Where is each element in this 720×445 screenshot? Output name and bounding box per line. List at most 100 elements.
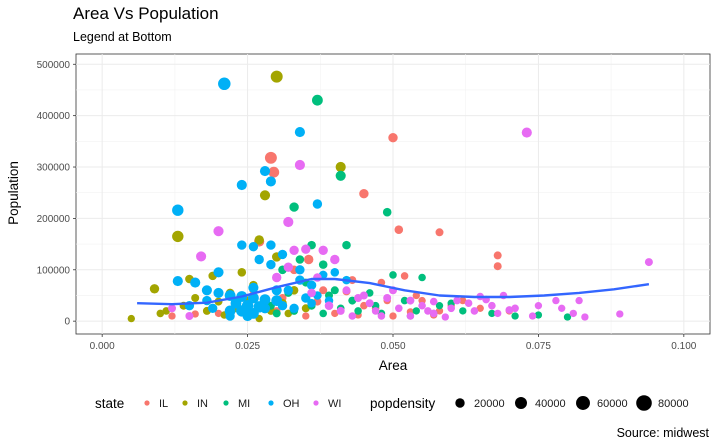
point-oh (190, 277, 201, 288)
legend-label-mi: MI (238, 398, 250, 410)
point-oh (306, 280, 317, 290)
y-axis-title: Population (6, 161, 21, 225)
point-wi (348, 312, 357, 320)
x-tick-label: 0.075 (526, 341, 551, 352)
point-wi (453, 296, 461, 305)
point-mi (435, 302, 444, 310)
y-tick-label: 200000 (37, 214, 71, 225)
point-wi (406, 296, 415, 305)
point-wi (464, 299, 473, 307)
legend-key-il (144, 400, 150, 406)
point-wi (447, 304, 455, 313)
point-wi (488, 301, 496, 310)
point-wi (313, 273, 322, 282)
point-wi (424, 307, 432, 315)
point-oh (266, 259, 276, 270)
y-tick-label: 100000 (37, 265, 71, 276)
point-wi (301, 244, 311, 254)
legend-label-in: IN (197, 398, 208, 410)
point-oh (254, 254, 264, 265)
x-tick-label: 0.000 (90, 341, 115, 352)
point-wi (395, 304, 403, 313)
y-axis-ticks: 0 100000 200000 300000 400000 500000 (37, 60, 76, 328)
point-wi (528, 312, 537, 320)
point-oh (236, 179, 247, 191)
smooth-layer (137, 277, 650, 306)
chart-caption: Source: midwest (616, 426, 709, 440)
x-tick-label: 0.025 (235, 341, 260, 352)
point-wi (336, 306, 345, 315)
point-in (254, 235, 264, 245)
point-oh (277, 249, 288, 260)
point-in (259, 190, 271, 201)
x-axis-title: Area (379, 358, 408, 373)
point-wi (330, 254, 340, 265)
point-oh (265, 176, 276, 187)
point-oh (218, 77, 231, 91)
legend-popdensity-title: popdensity (370, 396, 436, 411)
point-oh (242, 310, 253, 322)
point-mi (389, 271, 397, 279)
point-il (304, 254, 314, 265)
point-wi (283, 262, 293, 272)
point-il (264, 151, 277, 164)
point-oh (201, 285, 212, 296)
point-mi (412, 307, 420, 315)
point-il (331, 309, 339, 318)
point-wi (429, 309, 438, 318)
point-il (435, 307, 444, 315)
point-oh (259, 166, 271, 177)
point-oh (172, 204, 184, 216)
y-tick-label: 500000 (37, 60, 71, 71)
point-in (149, 284, 160, 294)
point-mi (382, 207, 392, 217)
point-il (459, 296, 467, 305)
point-wi (307, 288, 316, 298)
x-tick-label: 0.050 (380, 341, 405, 352)
point-wi (552, 296, 560, 305)
point-wi (213, 226, 224, 237)
legend-label-wi: WI (328, 398, 341, 410)
point-il (302, 312, 310, 320)
point-oh (307, 298, 316, 308)
legend-key-in (182, 400, 188, 406)
point-wi (575, 296, 583, 305)
point-mi (330, 286, 339, 295)
point-oh (283, 285, 293, 295)
point-wi (318, 245, 328, 255)
point-mi (400, 296, 409, 305)
point-oh (330, 268, 340, 277)
legend-size-label: 60000 (597, 398, 628, 410)
point-in (270, 70, 283, 83)
point-il (168, 312, 176, 320)
point-oh (172, 276, 183, 287)
point-mi (272, 309, 281, 318)
point-oh (230, 297, 242, 309)
point-il (388, 133, 398, 143)
point-wi (196, 251, 207, 262)
point-il (268, 166, 280, 178)
point-in (127, 314, 135, 323)
point-il (400, 272, 409, 280)
point-oh (312, 199, 323, 209)
point-mi (289, 202, 299, 212)
y-tick-label: 400000 (37, 111, 71, 122)
grid-major (76, 54, 710, 334)
point-wi (470, 307, 479, 315)
chart-subtitle: Legend at Bottom (73, 30, 172, 44)
point-wi (354, 294, 363, 302)
point-wi (429, 297, 438, 306)
legend-state-items: IL IN MI OH WI (144, 398, 341, 410)
point-il (359, 189, 369, 199)
legend-size-key (636, 395, 652, 411)
point-wi (365, 299, 374, 308)
point-oh (301, 293, 311, 303)
legend-size-key (515, 397, 527, 409)
point-wi (418, 301, 426, 310)
point-wi (377, 312, 386, 320)
point-oh (259, 303, 271, 314)
point-wi (289, 245, 299, 255)
point-mi (335, 170, 346, 181)
x-tick-label: 0.100 (671, 341, 696, 352)
point-wi (406, 312, 415, 320)
